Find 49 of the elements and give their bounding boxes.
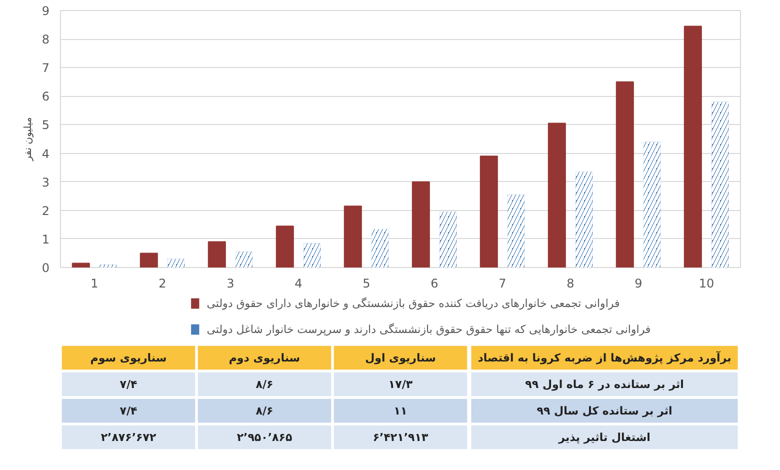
text: برآورد مرکز پژوهش‌ها از ضربه کرونا به اقتصاد (478, 350, 732, 364)
bar (344, 206, 362, 268)
x-tick-label: 2 (158, 276, 166, 290)
text: سناریوی سوم (90, 351, 167, 364)
y-tick-label: 6 (42, 90, 50, 104)
y-tick-label: 0 (42, 261, 50, 275)
y-tick-label: 7 (42, 61, 50, 76)
x-tick-label: 8 (566, 276, 574, 290)
bar (548, 122, 566, 268)
text: سناریوی دوم (228, 351, 300, 364)
bar (616, 81, 634, 268)
y-tick-label: 9 (42, 4, 50, 18)
text: ۱۱ (394, 404, 408, 418)
text: ۷/۴ (120, 404, 138, 418)
legend-label: فراوانی تجمعی خانوارهایی که تنها حقوق حقوق بازنشستگی دارند و سرپرست خانوار شاغل دولتی (206, 323, 651, 336)
y-tick-label: 8 (42, 32, 50, 47)
text: ۲٬۹۵۰٬۸۶۵ (236, 430, 292, 444)
text: ۲٬۸۷۶٬۶۷۲ (100, 430, 156, 444)
legend-label: فراوانی تجمعی خانوارهای دریافت کننده حقوق بازنشستگی و خانوارهای دارای حقوق دولتی (206, 297, 620, 310)
bar (208, 241, 226, 268)
bar (412, 181, 430, 268)
x-tick-label: 10 (698, 276, 714, 290)
x-tick-label: 9 (634, 276, 642, 290)
text: ۶٬۴۲۱٬۹۱۳ (372, 430, 428, 444)
text: اثر بر ستانده در ۶ ماه اول ۹۹ (525, 378, 684, 391)
bar (480, 156, 498, 268)
x-tick-label: 6 (430, 276, 438, 290)
bar (276, 226, 294, 268)
y-tick-label: 4 (42, 146, 50, 161)
y-axis-title: میلیون نفر (22, 117, 34, 162)
x-tick-label: 3 (226, 276, 234, 290)
text: ۸/۶ (256, 404, 274, 418)
bar (72, 262, 90, 268)
x-tick-label: 5 (362, 276, 370, 290)
x-tick-label: 4 (294, 276, 302, 290)
x-tick-label: 1 (90, 276, 98, 290)
bar (684, 26, 702, 268)
text: سناریوی اول (365, 351, 436, 364)
text: ۸/۶ (256, 378, 274, 391)
y-tick-label: 5 (42, 118, 50, 132)
bar (140, 252, 158, 268)
y-tick-label: 3 (42, 175, 50, 190)
y-tick-label: 1 (42, 232, 50, 246)
x-tick-label: 7 (498, 276, 506, 290)
text: ۱۷/۳ (388, 378, 413, 391)
text: اثر بر ستانده کل سال ۹۹ (536, 404, 672, 418)
text: اشتغال تاثیر پذیر (558, 430, 650, 444)
y-tick-label: 2 (42, 204, 50, 218)
text: ۷/۴ (120, 378, 138, 391)
